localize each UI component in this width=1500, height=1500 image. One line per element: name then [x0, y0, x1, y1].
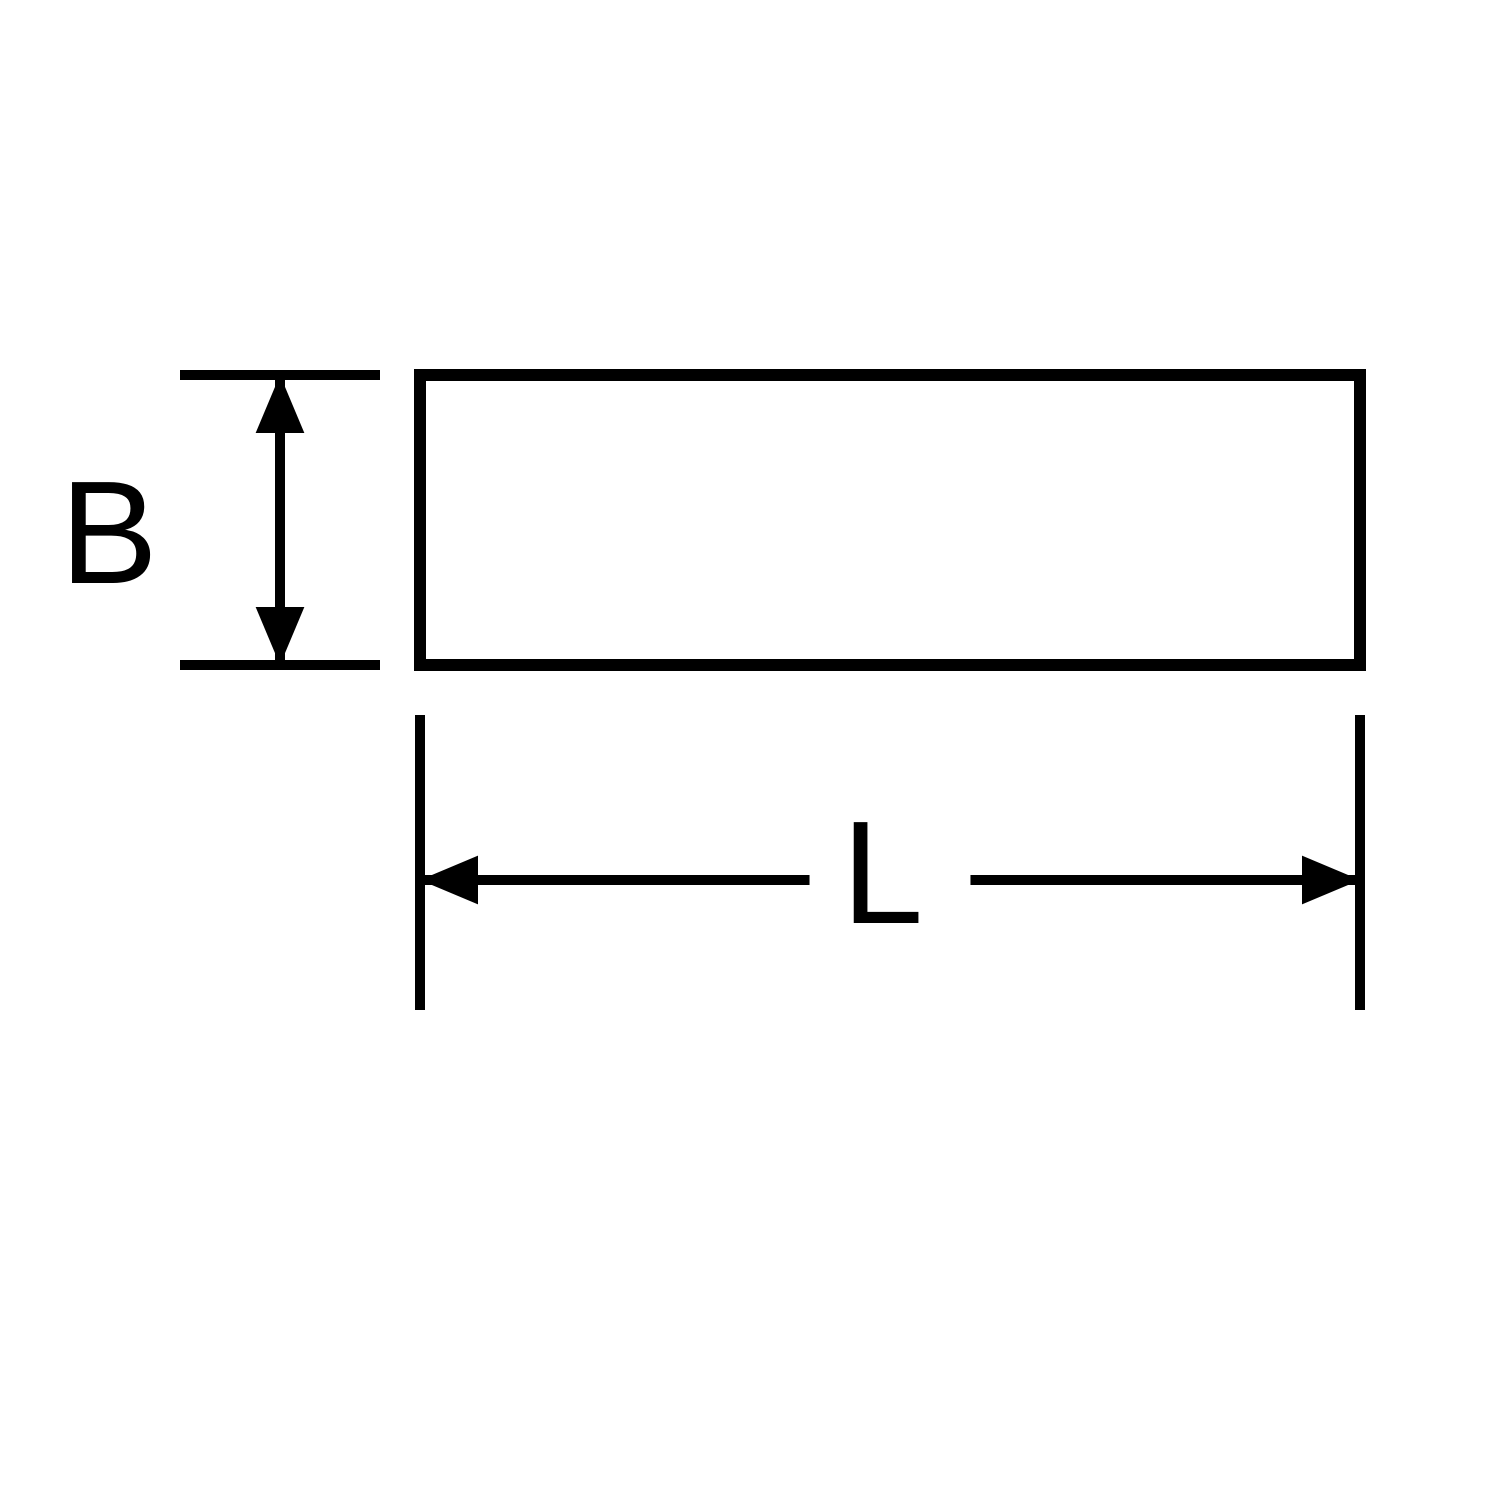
dimension-label-l: L	[842, 800, 924, 947]
diagram-svg	[0, 0, 1500, 1500]
dimension-label-b: B	[60, 460, 158, 607]
dim-l-arrow-right-icon	[1302, 856, 1360, 905]
dimension-diagram: B L	[0, 0, 1500, 1500]
subject-rectangle	[420, 375, 1360, 665]
dim-b-arrow-up-icon	[256, 375, 305, 433]
dim-l-arrow-left-icon	[420, 856, 478, 905]
dim-b-arrow-down-icon	[256, 607, 305, 665]
